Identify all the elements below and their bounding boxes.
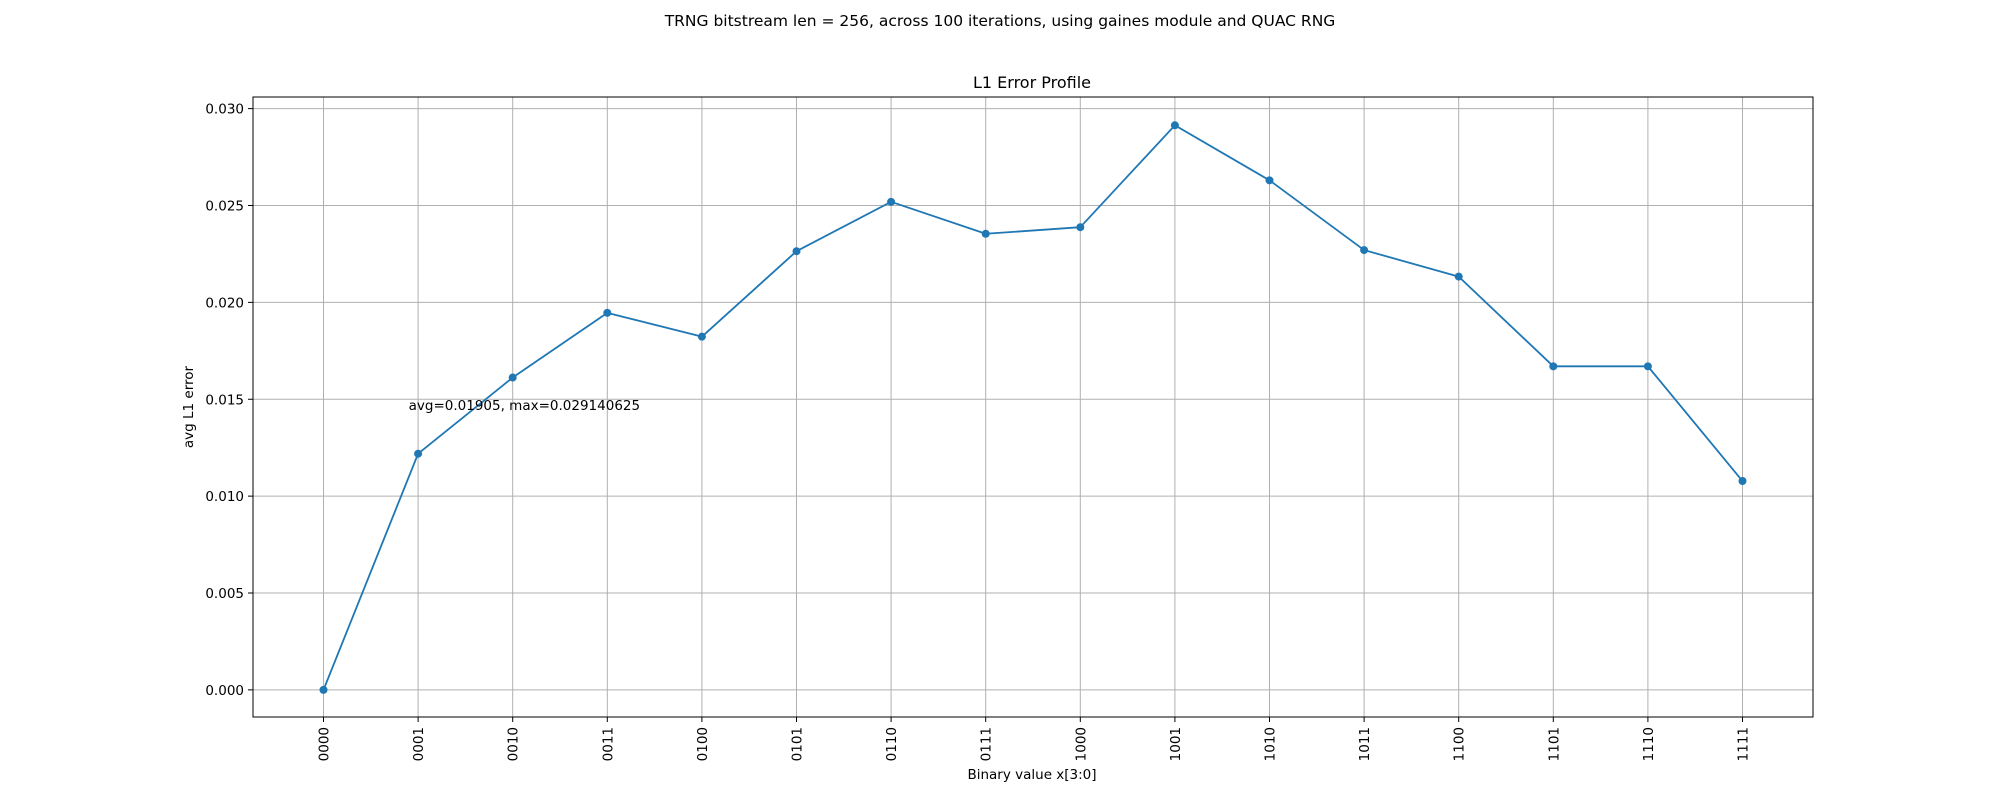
x-tick-label: 1111	[1736, 727, 1752, 761]
data-point	[414, 449, 423, 458]
series-line	[322, 124, 1744, 691]
y-tick-label: 0.025	[205, 199, 244, 215]
x-tick-label: 0011	[600, 727, 616, 761]
data-point	[508, 373, 517, 382]
x-tick-label: 0000	[317, 727, 333, 761]
x-tick-label: 1000	[1073, 727, 1089, 761]
plot-frame	[252, 96, 1814, 718]
series-layer	[319, 121, 1747, 694]
y-tick-label: 0.020	[205, 295, 244, 311]
data-point	[1170, 121, 1179, 130]
data-point	[1076, 223, 1085, 232]
x-tick-label: 1001	[1168, 727, 1184, 761]
data-point	[1643, 362, 1652, 371]
y-tick-label: 0.015	[205, 392, 244, 408]
data-point	[1454, 272, 1463, 281]
x-tick-label: 1101	[1546, 727, 1562, 761]
data-point	[319, 685, 328, 694]
x-tick-label: 0101	[790, 727, 806, 761]
x-tick-label: 0010	[506, 727, 522, 761]
x-tick-label: 1110	[1641, 727, 1657, 761]
data-point	[1265, 176, 1274, 185]
x-axis-ticks: 0000 0001 0010 0011 0100 0101 0110 0111 1000 1001…	[317, 717, 1752, 761]
y-tick-label: 0.005	[205, 586, 244, 602]
x-tick-label: 0100	[695, 727, 711, 761]
x-axis-label: Binary value x[3:0]	[967, 767, 1096, 783]
chart-title: L1 Error Profile	[973, 73, 1091, 92]
data-point	[1360, 246, 1369, 255]
y-axis-label: avg L1 error	[181, 365, 197, 448]
data-point	[603, 308, 612, 317]
data-point	[981, 229, 990, 238]
x-tick-label: 1100	[1452, 727, 1468, 761]
x-tick-label: 1010	[1263, 727, 1279, 761]
data-point	[1549, 362, 1558, 371]
y-tick-label: 0.010	[205, 489, 244, 505]
y-tick-label: 0.000	[205, 683, 244, 699]
y-axis-ticks: 0.000 0.005 0.010 0.015 0.020 0.025 0.030	[205, 102, 253, 699]
grid-lines	[253, 97, 1813, 717]
stats-annotation: avg=0.01905, max=0.029140625	[409, 398, 640, 414]
data-point	[887, 197, 896, 206]
data-point	[792, 247, 801, 256]
x-tick-label: 0001	[411, 727, 427, 761]
figure-suptitle: TRNG bitstream len = 256, across 100 ite…	[664, 12, 1336, 30]
y-tick-label: 0.030	[205, 102, 244, 118]
x-tick-label: 0110	[884, 727, 900, 761]
x-tick-label: 1011	[1357, 727, 1373, 761]
x-tick-label: 0111	[979, 727, 995, 761]
data-point	[1738, 477, 1747, 486]
data-point	[697, 332, 706, 341]
